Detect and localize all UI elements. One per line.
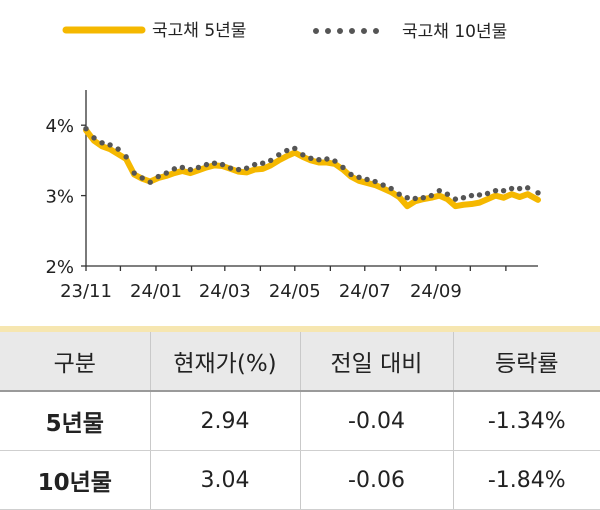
data-point-10y <box>219 161 226 168</box>
bond-yield-line-chart: 국고채 5년물 국고채 10년물 2% 3% 4% 23/11 24/01 24/03 24… <box>45 21 541 302</box>
data-point-10y <box>163 170 170 176</box>
cell-rate-10y: -1.84% <box>452 450 600 510</box>
data-point-10y <box>484 190 491 197</box>
row-label-5y: 5년물 <box>0 391 150 451</box>
legend-label-5y: 국고채 5년물 <box>152 21 246 41</box>
data-point-10y <box>492 187 499 194</box>
data-point-10y <box>348 171 354 178</box>
data-point-10y <box>420 195 426 201</box>
header-division: 구분 <box>0 326 150 392</box>
cell-change-5y: -0.04 <box>299 391 453 451</box>
data-point-10y <box>243 165 250 171</box>
data-point-10y <box>396 191 402 197</box>
data-point-10y <box>147 179 153 185</box>
data-point-10y <box>83 126 89 132</box>
data-point-10y <box>316 156 322 163</box>
data-point-10y <box>227 165 234 171</box>
data-point-10y <box>452 196 459 202</box>
data-point-10y <box>468 192 475 199</box>
data-point-10y <box>107 142 113 148</box>
data-point-10y <box>131 170 137 176</box>
cell-current-5y: 2.94 <box>149 391 300 451</box>
row-label-10y: 10년물 <box>0 450 150 510</box>
cell-change-10y: -0.06 <box>299 450 453 510</box>
data-point-10y <box>308 155 314 161</box>
series-10y <box>83 126 541 202</box>
data-point-10y <box>203 161 210 168</box>
data-point-10y <box>444 191 451 197</box>
data-point-10y <box>235 166 242 173</box>
legend-item-10y: 국고채 10년물 <box>313 22 507 42</box>
data-point-10y <box>460 195 467 201</box>
legend: 국고채 5년물 국고채 10년물 <box>62 21 507 42</box>
data-point-10y <box>500 187 507 194</box>
legend-label-10y: 국고채 10년물 <box>402 22 507 42</box>
x-tick-label: 24/01 <box>130 281 182 302</box>
x-tick-label: 24/05 <box>269 281 321 302</box>
header-daily-change: 전일 대비 <box>299 326 453 392</box>
data-point-10y <box>380 182 386 188</box>
data-point-10y <box>516 185 523 192</box>
data-point-10y <box>332 158 338 164</box>
y-tick-label: 4% <box>45 116 74 137</box>
data-point-10y <box>340 164 346 171</box>
x-tick-label: 24/07 <box>339 281 391 302</box>
data-point-10y <box>436 187 443 194</box>
header-current-price: 현재가(%) <box>149 326 300 392</box>
data-point-10y <box>211 160 218 166</box>
data-point-10y <box>356 174 362 180</box>
axes: 2% 3% 4% 23/11 24/01 24/03 24/05 24/07 24/09 <box>45 90 538 302</box>
data-point-10y <box>428 192 435 199</box>
data-point-10y <box>99 140 105 146</box>
header-change-rate: 등락률 <box>452 326 600 392</box>
x-tick-label: 23/11 <box>60 281 112 302</box>
summary-table: 구분 현재가(%) 전일 대비 등락률 5년물 2.94 -0.04 -1.34… <box>0 326 600 510</box>
data-point-10y <box>372 178 378 185</box>
table-row: 5년물 2.94 -0.04 -1.34% <box>0 391 600 451</box>
data-point-10y <box>155 173 161 180</box>
data-point-10y <box>284 147 290 154</box>
data-point-10y <box>187 166 194 173</box>
data-point-10y <box>268 157 274 164</box>
y-tick-label: 3% <box>45 187 74 208</box>
data-point-10y <box>300 152 306 158</box>
data-point-10y <box>535 190 541 196</box>
table-row: 10년물 3.04 -0.06 -1.84% <box>0 450 600 510</box>
data-point-10y <box>404 195 410 201</box>
data-point-10y <box>324 156 330 162</box>
y-tick-label: 2% <box>45 257 74 278</box>
data-point-10y <box>388 185 394 192</box>
data-point-10y <box>508 185 515 192</box>
data-point-10y <box>179 164 186 171</box>
data-point-10y <box>524 185 531 191</box>
x-tick-label: 24/03 <box>199 281 251 302</box>
data-point-10y <box>276 152 282 158</box>
data-point-10y <box>91 135 97 141</box>
data-point-10y <box>195 164 202 171</box>
data-point-10y <box>476 192 483 198</box>
cell-current-10y: 3.04 <box>149 450 300 510</box>
data-point-10y <box>412 195 418 202</box>
table-header-row: 구분 현재가(%) 전일 대비 등락률 <box>0 326 600 392</box>
data-point-10y <box>251 161 258 168</box>
data-point-10y <box>171 166 178 172</box>
data-point-10y <box>123 154 129 160</box>
data-point-10y <box>115 146 121 152</box>
data-point-10y <box>292 145 298 152</box>
x-tick-label: 24/09 <box>410 281 462 302</box>
data-point-10y <box>139 175 145 181</box>
data-point-10y <box>259 160 266 166</box>
cell-rate-5y: -1.34% <box>452 391 600 451</box>
legend-item-5y: 국고채 5년물 <box>62 21 246 41</box>
data-point-10y <box>364 176 370 183</box>
